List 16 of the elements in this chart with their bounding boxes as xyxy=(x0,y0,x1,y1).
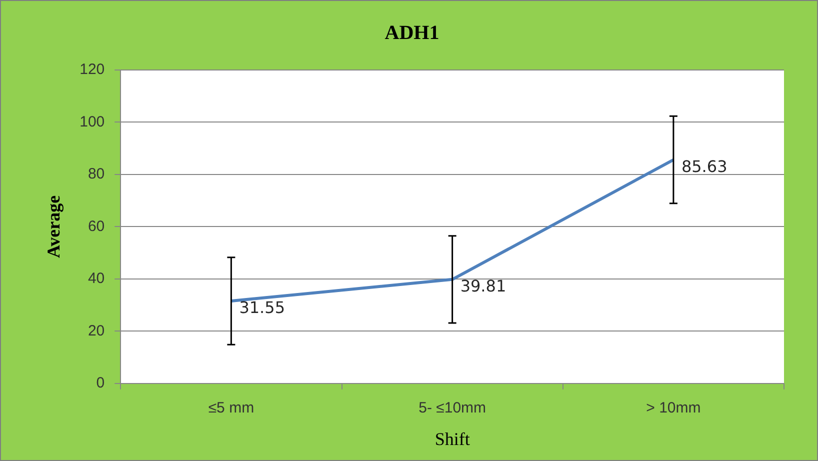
y-tick-label: 0 xyxy=(96,374,105,392)
y-tick-label: 100 xyxy=(80,113,105,130)
x-tick-label: ≤5 mm xyxy=(208,400,254,417)
y-tick-label: 60 xyxy=(88,218,105,235)
x-axis-title: Shift xyxy=(434,428,470,449)
data-label: 85.63 xyxy=(681,156,728,176)
y-tick-label: 20 xyxy=(88,322,105,340)
x-tick-label: 5- ≤10mm xyxy=(418,400,486,417)
data-label: 31.55 xyxy=(239,298,285,318)
y-axis-title: Average xyxy=(43,195,64,258)
chart-title: ADH1 xyxy=(384,22,440,44)
y-tick-label: 120 xyxy=(80,61,105,78)
y-tick-label: 80 xyxy=(88,166,105,183)
y-tick-label: 40 xyxy=(88,270,105,288)
data-label: 39.81 xyxy=(460,276,506,296)
x-tick-label: > 10mm xyxy=(646,400,701,417)
